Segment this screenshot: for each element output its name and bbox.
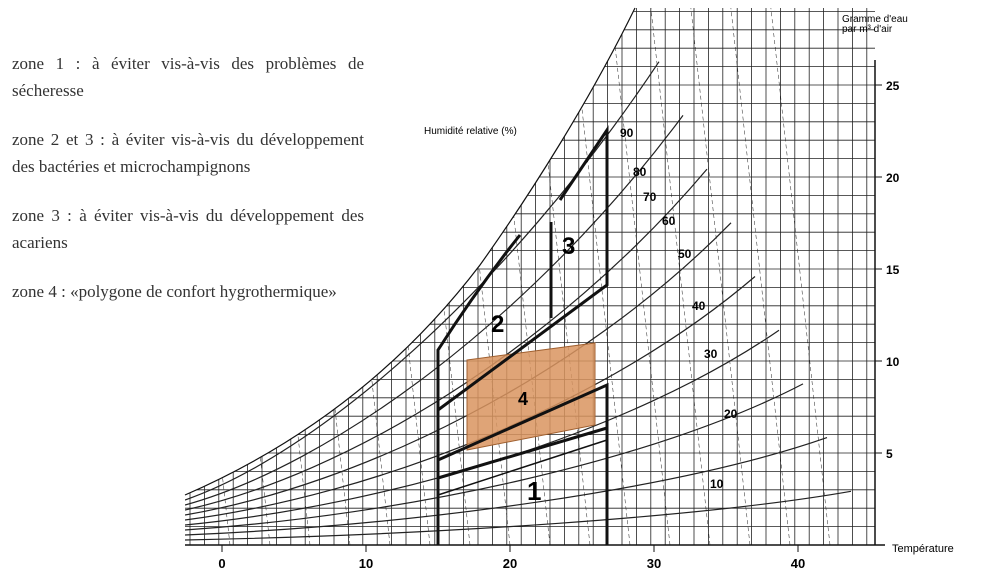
enthalpy-line [609, 8, 671, 545]
rh-curve [185, 168, 708, 511]
zone-line [437, 125, 609, 412]
rh-label: 60 [662, 214, 676, 228]
y-tick-label: 10 [886, 355, 900, 369]
y-tick-label: 5 [886, 447, 893, 461]
rh-label: 20 [724, 407, 738, 421]
rh-label: 10 [710, 477, 724, 491]
rh-label: 90 [620, 126, 634, 140]
rh-curve [185, 115, 684, 506]
zone-label: 1 [527, 476, 541, 506]
grid [185, 8, 875, 545]
enthalpy-line [489, 8, 551, 545]
zone-boundaries [436, 125, 609, 545]
enthalpy-line [689, 8, 751, 545]
zone-label: 2 [491, 311, 504, 338]
zone-line [436, 234, 522, 545]
rh-label: 50 [678, 247, 692, 261]
x-tick-label: 20 [503, 556, 517, 571]
x-tick-label: 10 [359, 556, 373, 571]
rh-label: 80 [633, 165, 647, 179]
x-tick-label: 0 [218, 556, 225, 571]
enthalpy-line [249, 8, 311, 545]
rh-curve [185, 490, 852, 541]
y-axis-title: Gramme d'eau par m³ d'air [842, 14, 908, 35]
zone-line [437, 439, 608, 496]
saturation-curve [184, 7, 636, 496]
enthalpy-line [369, 8, 431, 545]
legend-item: zone 4 : «polygone de confort hygrotherm… [12, 282, 337, 301]
zone-label: 3 [562, 233, 575, 260]
enthalpy-line [649, 8, 711, 545]
enthalpy-line [209, 8, 271, 545]
enthalpy-line [409, 8, 471, 545]
x-tick-label: 30 [647, 556, 661, 571]
x-tick-label: 40 [791, 556, 805, 571]
y-tick-label: 15 [886, 263, 900, 277]
legend: zone 1 : à éviter vis-à-vis des problème… [12, 50, 364, 327]
enthalpy-line [449, 8, 511, 545]
rh-curve [185, 61, 660, 501]
zone-label: 4 [518, 389, 528, 409]
enthalpy-line [769, 8, 831, 545]
enthalpy-line [185, 8, 231, 545]
rh-label: 40 [692, 299, 706, 313]
x-axis-title: Température [892, 543, 954, 555]
legend-item: zone 2 et 3 : à éviter vis-à-vis du déve… [12, 130, 364, 176]
legend-item: zone 3 : à éviter vis-à-vis du développe… [12, 206, 364, 252]
rh-title: Humidité relative (%) [424, 126, 517, 137]
rh-curve [185, 383, 804, 531]
enthalpy-line [729, 8, 791, 545]
zone-line [437, 426, 608, 480]
enthalpy-line [329, 8, 391, 545]
enthalpy-line [529, 8, 591, 545]
rh-curve [185, 437, 828, 536]
y-tick-label: 25 [886, 79, 900, 93]
rh-label: 70 [643, 190, 657, 204]
rh-label: 30 [704, 347, 718, 361]
comfort-polygon [466, 342, 596, 451]
legend-item: zone 1 : à éviter vis-à-vis des problème… [12, 54, 364, 100]
y-tick-label: 20 [886, 171, 900, 185]
zone-line [437, 382, 609, 545]
